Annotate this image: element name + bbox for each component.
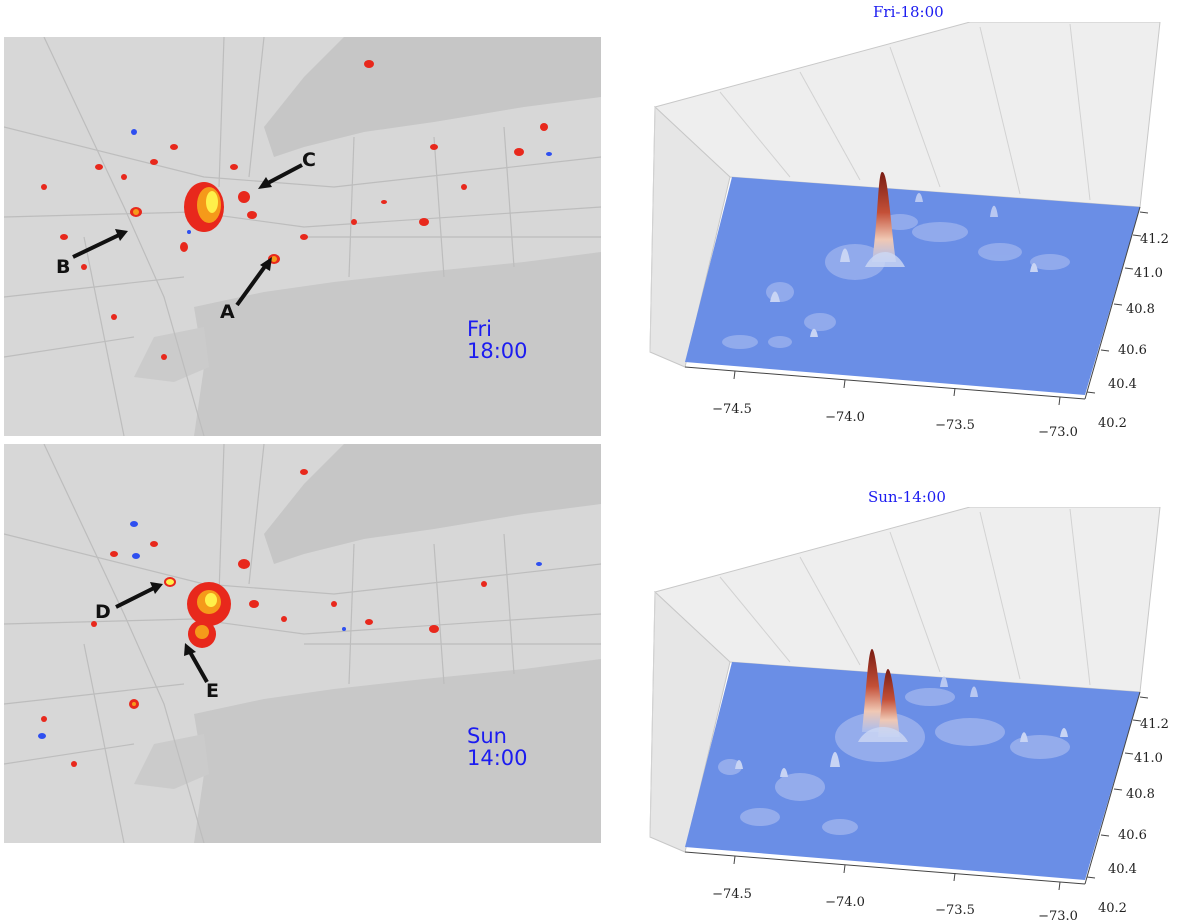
- y-tick: 40.4: [1108, 377, 1137, 392]
- surface-plot-sun: −74.5 −74.0 −73.5 −73.0 40.2 40.4 40.6 4…: [640, 507, 1180, 922]
- map-time-label: Sun 14:00: [467, 725, 528, 769]
- x-tick: −73.5: [935, 903, 975, 918]
- surface-plot-svg: −74.5 −74.0 −73.5 −73.0 40.2 40.4 40.6 4…: [649, 507, 1169, 922]
- y-tick: 41.2: [1140, 717, 1169, 732]
- plot-title: Fri-18:00: [873, 3, 944, 21]
- map-time: 14:00: [467, 746, 528, 770]
- x-tick: −73.0: [1038, 425, 1078, 437]
- surface-plot-svg: −74.5 −74.0 −73.5 −73.0 40.2 40.4 40.6 4…: [649, 22, 1169, 437]
- map-sun-svg: D E: [4, 444, 601, 843]
- map-fri-svg: A B C: [4, 37, 601, 436]
- map-sun-1400: D E Sun 14:00: [4, 444, 601, 843]
- x-tick: −74.5: [712, 887, 752, 902]
- arrow-letter-c: C: [302, 149, 316, 171]
- arrows: [115, 582, 209, 683]
- map-fri-1800: A B C Fri 18:00: [4, 37, 601, 436]
- arrow-letter-e: E: [206, 680, 219, 702]
- y-tick: 41.0: [1134, 266, 1163, 281]
- y-tick: 40.8: [1126, 302, 1155, 317]
- y-tick: 40.8: [1126, 787, 1155, 802]
- y-tick: 40.2: [1098, 901, 1127, 916]
- x-tick: −74.0: [825, 895, 865, 910]
- y-tick: 40.2: [1098, 416, 1127, 431]
- arrow-letter-b: B: [56, 256, 70, 278]
- surface-plot-fri: −74.5 −74.0 −73.5 −73.0 40.2 40.4 40.6 4…: [640, 22, 1180, 437]
- x-tick: −73.5: [935, 418, 975, 433]
- y-tick: 40.6: [1118, 828, 1147, 843]
- map-day: Sun: [467, 724, 507, 748]
- map-day: Fri: [467, 317, 493, 341]
- y-tick: 40.4: [1108, 862, 1137, 877]
- y-tick: 40.6: [1118, 343, 1147, 358]
- y-tick: 41.0: [1134, 751, 1163, 766]
- map-time-label: Fri 18:00: [467, 318, 528, 362]
- map-time: 18:00: [467, 339, 528, 363]
- x-tick: −74.5: [712, 402, 752, 417]
- heat-blobs: [38, 469, 542, 767]
- y-tick: 41.2: [1140, 232, 1169, 247]
- arrows: [72, 163, 303, 307]
- arrow-letter-a: A: [220, 301, 235, 323]
- heat-blobs: [41, 60, 552, 360]
- arrow-letter-d: D: [95, 601, 111, 623]
- x-tick: −73.0: [1038, 909, 1078, 922]
- x-tick: −74.0: [825, 410, 865, 425]
- plot-title: Sun-14:00: [868, 488, 946, 506]
